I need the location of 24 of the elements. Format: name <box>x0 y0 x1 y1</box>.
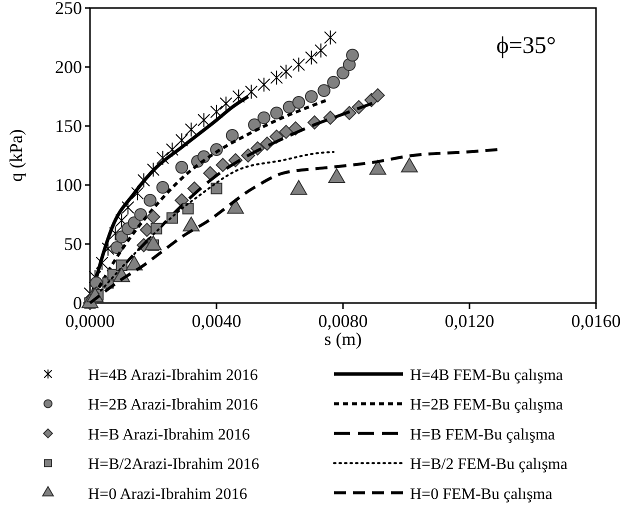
y-tick-label: 200 <box>55 57 82 77</box>
legend-label: H=0 Arazi-Ibrahim 2016 <box>88 486 248 503</box>
y-tick-label: 50 <box>64 234 82 254</box>
legend-label: H=2B Arazi-Ibrahim 2016 <box>88 396 258 414</box>
annotation: ϕ=35° <box>496 33 556 59</box>
legend-label: H=B Arazi-Ibrahim 2016 <box>88 426 250 444</box>
x-axis-title: s (m) <box>324 329 362 349</box>
y-tick-label: 150 <box>55 116 82 136</box>
x-tick-label: 0,0160 <box>571 311 621 331</box>
y-tick-label: 100 <box>55 175 82 195</box>
legend-label: H=B/2Arazi-Ibrahim 2016 <box>88 456 260 474</box>
y-axis-title: q (kPa) <box>6 129 26 182</box>
legend-label: H=B/2 FEM-Bu çalışma <box>410 456 568 474</box>
y-tick-label: 250 <box>55 0 82 18</box>
y-tick-label: 0 <box>73 293 82 313</box>
legend-label: H=0 FEM-Bu çalışma <box>410 486 552 503</box>
legend-label: H=4B FEM-Bu çalışma <box>410 367 564 384</box>
x-tick-label: 0,0000 <box>65 311 115 331</box>
legend-label: H=B FEM-Bu çalışma <box>410 426 556 444</box>
legend-label: H=4B Arazi-Ibrahim 2016 <box>88 367 258 384</box>
legend-label: H=2B FEM-Bu çalışma <box>410 396 564 414</box>
x-tick-label: 0,0080 <box>318 311 368 331</box>
x-tick-label: 0,0120 <box>444 311 494 331</box>
x-tick-label: 0,0040 <box>192 311 242 331</box>
